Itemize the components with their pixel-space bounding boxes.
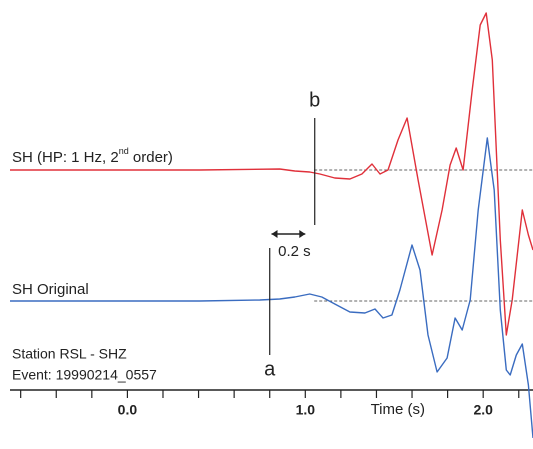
series-label: SH Original <box>12 281 89 298</box>
trace <box>10 12 533 336</box>
x-tick-label: 0.0 <box>118 402 138 418</box>
series-label: SH (HP: 1 Hz, 2nd order) <box>12 146 173 166</box>
trace <box>10 137 533 439</box>
note: Station RSL - SHZ <box>12 346 127 362</box>
marker-label: b <box>309 89 320 111</box>
x-axis-label: Time (s) <box>371 401 425 418</box>
x-tick-label: 1.0 <box>296 402 316 418</box>
note: Event: 19990214_0557 <box>12 367 157 383</box>
marker-label: a <box>264 358 276 380</box>
interval-label: 0.2 s <box>278 243 311 260</box>
x-tick-label: 2.0 <box>473 402 493 418</box>
